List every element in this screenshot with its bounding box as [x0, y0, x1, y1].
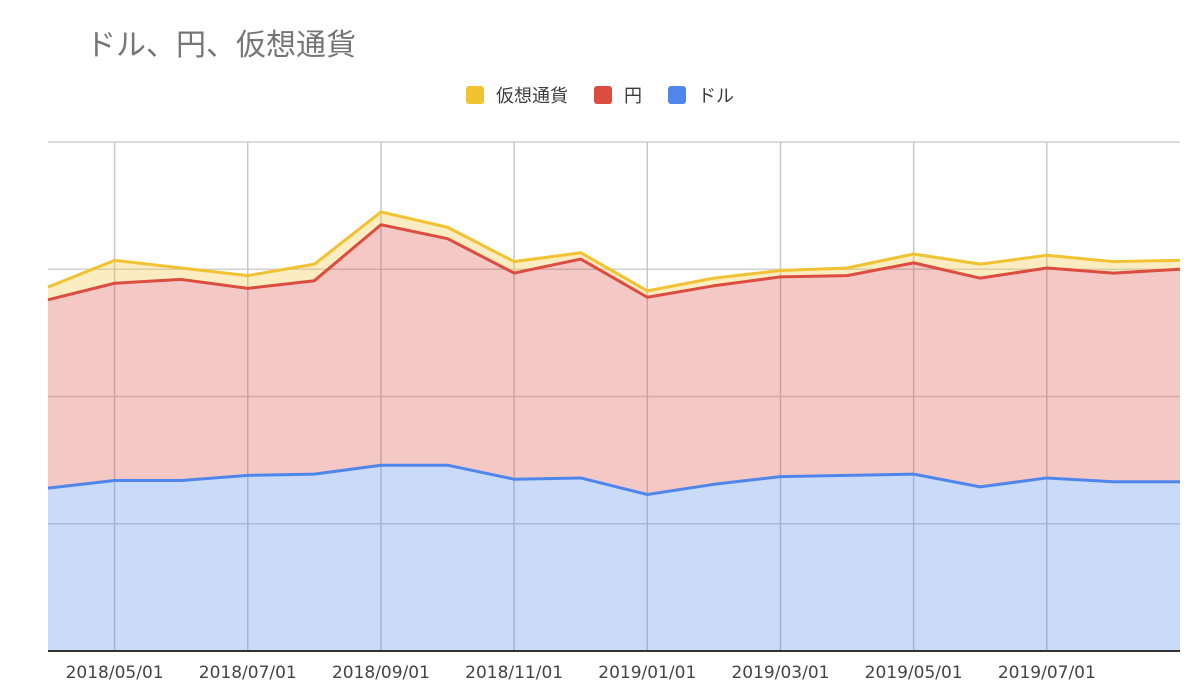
legend-label: 仮想通貨 — [496, 86, 568, 107]
area-ドル — [48, 465, 1180, 651]
line-ドル — [47, 463, 1180, 496]
legend-item: 円 — [594, 82, 642, 108]
x-tick-label: 2019/05/01 — [865, 663, 963, 683]
area-円 — [48, 224, 1180, 495]
legend-item: ドル — [668, 82, 734, 108]
x-tick-label: 2019/03/01 — [731, 663, 829, 683]
chart-title: ドル、円、仮想通貨 — [86, 28, 356, 63]
legend-item: 仮想通貨 — [466, 82, 568, 108]
x-tick-label: 2018/07/01 — [199, 663, 297, 683]
legend: 仮想通貨 円 ドル — [0, 82, 1200, 108]
legend-label: ドル — [698, 86, 734, 107]
x-tick-label: 2018/09/01 — [332, 663, 430, 683]
legend-swatch — [594, 86, 612, 104]
x-tick-label: 2019/07/01 — [998, 663, 1096, 683]
legend-label: 円 — [624, 86, 642, 107]
x-tick-label: 2018/05/01 — [66, 663, 164, 683]
x-tick-label: 2018/11/01 — [465, 663, 563, 683]
x-tick-label: 2019/01/01 — [598, 663, 696, 683]
line-円 — [47, 223, 1181, 302]
legend-swatch — [466, 86, 484, 104]
legend-swatch — [668, 86, 686, 104]
line-仮想通貨 — [47, 210, 1181, 293]
